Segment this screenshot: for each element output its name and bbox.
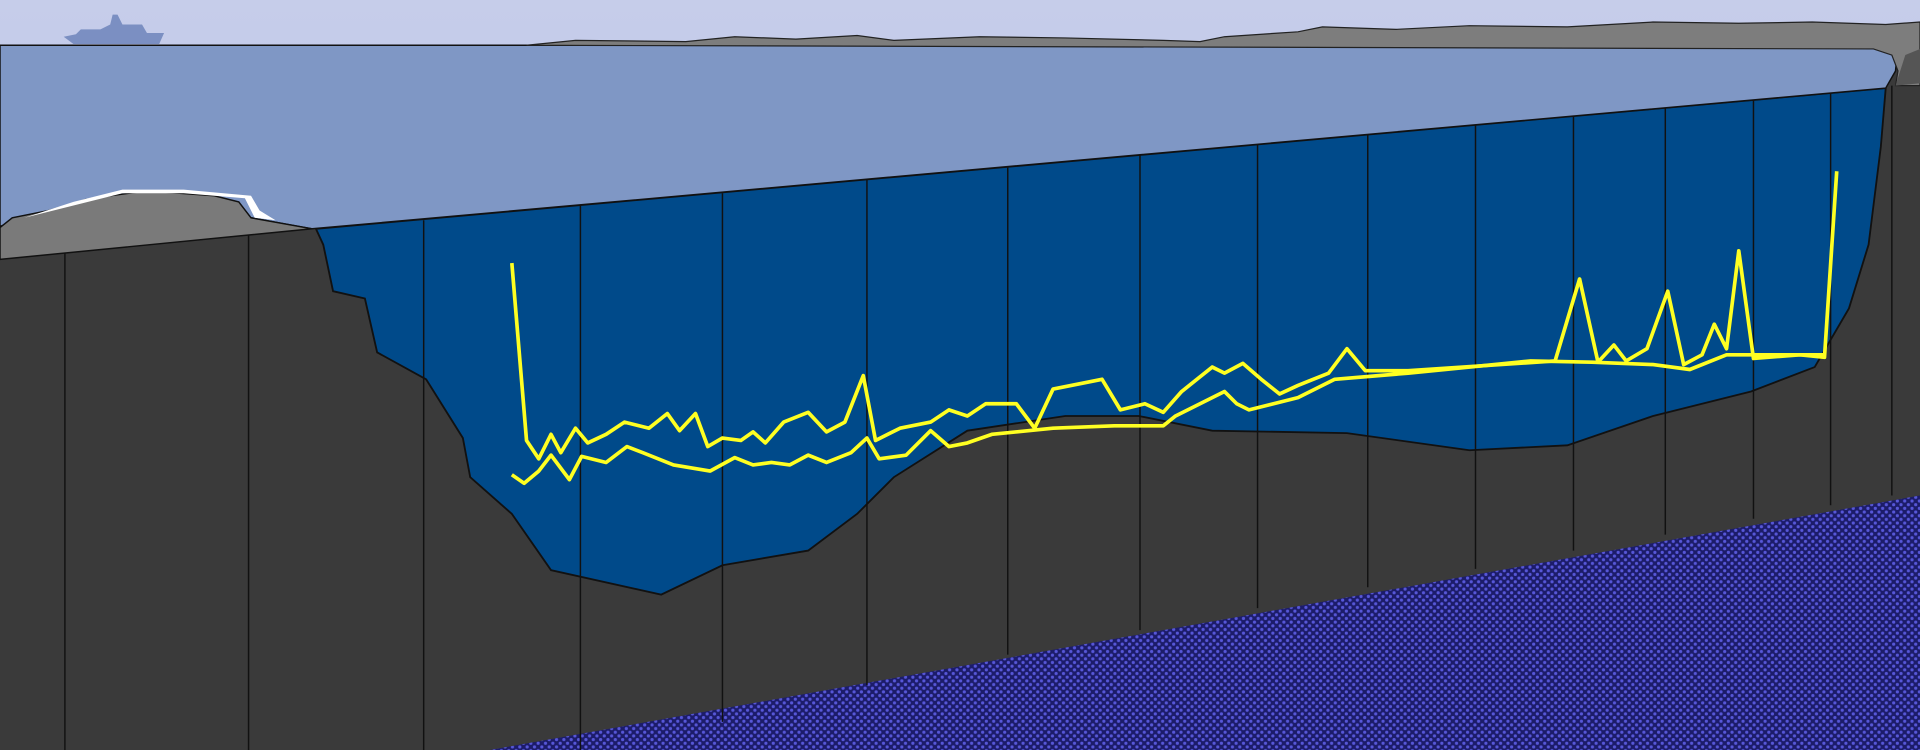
mountains bbox=[526, 21, 1920, 87]
snow bbox=[24, 189, 276, 221]
profile-upper bbox=[510, 171, 1839, 461]
ship bbox=[63, 14, 165, 45]
right-cliff bbox=[1895, 48, 1920, 86]
section-lines bbox=[64, 85, 1893, 750]
profile-lower bbox=[510, 352, 1825, 486]
